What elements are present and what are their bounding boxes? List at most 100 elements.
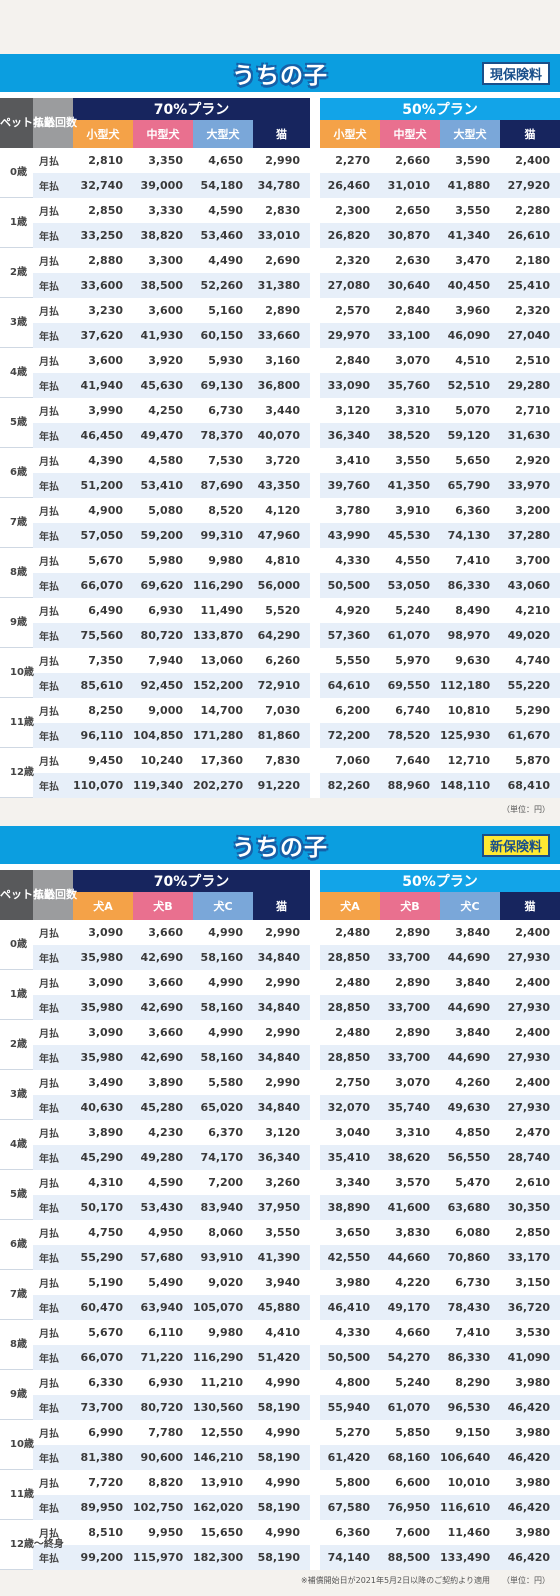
annual-premium-cell: 34,780 <box>253 173 321 198</box>
monthly-premium-cell: 5,080 <box>133 498 193 523</box>
annual-premium-cell: 45,880 <box>253 1295 321 1320</box>
monthly-premium-cell: 5,240 <box>380 598 441 623</box>
annual-premium-cell: 148,110 <box>440 773 501 798</box>
monthly-premium-cell: 4,850 <box>440 1120 501 1145</box>
annual-premium-cell: 33,100 <box>380 323 441 348</box>
annual-premium-cell: 42,690 <box>133 995 193 1020</box>
monthly-label: 月払 <box>33 920 73 945</box>
annual-premium-cell: 44,690 <box>440 1045 501 1070</box>
monthly-premium-cell: 2,320 <box>500 298 560 323</box>
annual-premium-cell: 59,200 <box>133 523 193 548</box>
monthly-premium-cell: 3,910 <box>380 498 441 523</box>
table-row: 10歳 月払 6,990 7,780 12,550 4,990 5,270 5,850 9,15… <box>0 1420 560 1470</box>
monthly-premium-cell: 9,450 <box>73 748 133 773</box>
annual-premium-cell: 36,340 <box>253 1145 321 1170</box>
monthly-premium-cell: 4,800 <box>320 1370 381 1395</box>
table-row: 7歳 月払 5,190 5,490 9,020 3,940 3,980 4,220 6,730 3… <box>0 1270 560 1320</box>
monthly-premium-cell: 4,590 <box>193 198 253 223</box>
monthly-label: 月払 <box>33 1020 73 1045</box>
monthly-premium-cell: 17,360 <box>193 748 253 773</box>
monthly-label: 月払 <box>33 1070 73 1095</box>
col-cat-50: 猫 <box>500 892 560 920</box>
pet-age-header: ペット年齢 <box>0 98 55 148</box>
monthly-label: 月払 <box>33 498 73 523</box>
annual-premium-cell: 45,530 <box>380 523 441 548</box>
annual-premium-cell: 73,700 <box>73 1395 133 1420</box>
annual-premium-cell: 51,200 <box>73 473 133 498</box>
annual-premium-cell: 51,420 <box>253 1345 321 1370</box>
monthly-premium-cell: 6,080 <box>440 1220 501 1245</box>
annual-premium-cell: 26,610 <box>500 223 560 248</box>
annual-premium-cell: 46,410 <box>320 1295 381 1320</box>
annual-premium-cell: 64,610 <box>320 673 381 698</box>
monthly-premium-cell: 6,330 <box>73 1370 133 1395</box>
annual-premium-cell: 68,160 <box>380 1445 441 1470</box>
monthly-premium-cell: 3,530 <box>500 1320 560 1345</box>
monthly-premium-cell: 4,330 <box>320 1320 381 1345</box>
monthly-premium-cell: 3,980 <box>500 1420 560 1445</box>
monthly-premium-cell: 8,060 <box>193 1220 253 1245</box>
monthly-premium-cell: 2,280 <box>500 198 560 223</box>
age-cell: 8歳 <box>0 1320 33 1370</box>
monthly-premium-cell: 3,590 <box>440 148 501 173</box>
monthly-premium-cell: 7,060 <box>320 748 381 773</box>
table-row: 年払 57,050 59,200 99,310 47,960 43,990 45,530 74… <box>0 523 560 548</box>
table-row: 年払 50,170 53,430 83,940 37,950 38,890 41,600 63… <box>0 1195 560 1220</box>
annual-premium-cell: 52,510 <box>440 373 501 398</box>
table-row: 年払 41,940 45,630 69,130 36,800 33,090 35,760 52… <box>0 373 560 398</box>
annual-premium-cell: 66,070 <box>73 1345 133 1370</box>
annual-label: 年払 <box>33 273 73 298</box>
plan-50-header: 50%プラン <box>320 870 560 892</box>
table-row: 1歳 月払 2,850 3,330 4,590 2,830 2,300 2,650 3,550 2… <box>0 198 560 248</box>
monthly-premium-cell: 2,400 <box>500 920 560 945</box>
annual-premium-cell: 44,690 <box>440 945 501 970</box>
monthly-premium-cell: 2,180 <box>500 248 560 273</box>
monthly-premium-cell: 4,510 <box>440 348 501 373</box>
annual-premium-cell: 33,170 <box>500 1245 560 1270</box>
annual-premium-cell: 78,430 <box>440 1295 501 1320</box>
annual-premium-cell: 55,940 <box>320 1395 381 1420</box>
monthly-premium-cell: 5,870 <box>500 748 560 773</box>
monthly-premium-cell: 3,550 <box>440 198 501 223</box>
annual-premium-cell: 50,500 <box>320 1345 381 1370</box>
table-row: 年払 81,380 90,600 146,210 58,190 61,420 68,160 1… <box>0 1445 560 1470</box>
annual-premium-cell: 33,700 <box>380 995 441 1020</box>
monthly-premium-cell: 3,890 <box>73 1120 133 1145</box>
annual-premium-cell: 82,260 <box>320 773 381 798</box>
monthly-premium-cell: 3,440 <box>253 398 321 423</box>
monthly-premium-cell: 3,980 <box>500 1470 560 1495</box>
annual-premium-cell: 41,880 <box>440 173 501 198</box>
col-dog-c-50: 犬C <box>440 892 501 920</box>
annual-premium-cell: 105,070 <box>193 1295 253 1320</box>
monthly-premium-cell: 13,060 <box>193 648 253 673</box>
annual-premium-cell: 96,110 <box>73 723 133 748</box>
monthly-premium-cell: 2,320 <box>320 248 381 273</box>
monthly-premium-cell: 8,290 <box>440 1370 501 1395</box>
annual-premium-cell: 43,990 <box>320 523 381 548</box>
monthly-premium-cell: 6,930 <box>133 1370 193 1395</box>
monthly-label: 月払 <box>33 198 73 223</box>
monthly-premium-cell: 2,270 <box>320 148 381 173</box>
monthly-premium-cell: 3,230 <box>73 298 133 323</box>
table-row: 8歳 月払 5,670 6,110 9,980 4,410 4,330 4,660 7,410 3… <box>0 1320 560 1370</box>
monthly-premium-cell: 2,300 <box>320 198 381 223</box>
col-dog-b-50: 犬B <box>380 892 441 920</box>
annual-premium-cell: 31,630 <box>500 423 560 448</box>
annual-premium-cell: 32,070 <box>320 1095 381 1120</box>
col-large-dog-70: 大型犬 <box>193 120 253 148</box>
age-cell: 3歳 <box>0 1070 33 1120</box>
monthly-premium-cell: 5,650 <box>440 448 501 473</box>
annual-premium-cell: 74,130 <box>440 523 501 548</box>
monthly-premium-cell: 4,990 <box>193 970 253 995</box>
age-cell: 11歳 <box>0 1470 34 1520</box>
annual-premium-cell: 35,740 <box>380 1095 441 1120</box>
monthly-premium-cell: 4,260 <box>440 1070 501 1095</box>
table-row: 年払 85,610 92,450 152,200 72,910 64,610 69,550 1… <box>0 673 560 698</box>
table-row: 0歳 月払 2,810 3,350 4,650 2,990 2,270 2,660 3,590 2… <box>0 148 560 198</box>
annual-premium-cell: 30,870 <box>380 223 441 248</box>
table-row: 年払 51,200 53,410 87,690 43,350 39,760 41,350 65… <box>0 473 560 498</box>
annual-premium-cell: 33,700 <box>380 1045 441 1070</box>
annual-premium-cell: 47,960 <box>253 523 321 548</box>
monthly-premium-cell: 9,000 <box>133 698 193 723</box>
premium-table-current: ペット年齢 払込回数 70%プラン 50%プラン 小型犬 中型犬 大型犬 猫 小… <box>0 98 560 798</box>
